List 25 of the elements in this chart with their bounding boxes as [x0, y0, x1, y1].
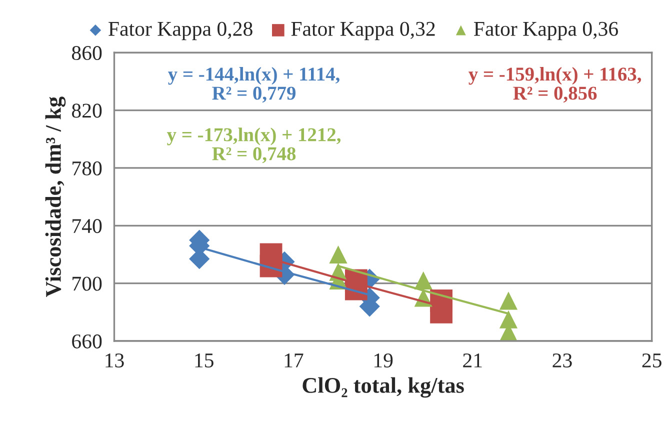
x-tick-label: 23: [552, 353, 572, 368]
y-tick-label: 860: [72, 46, 102, 60]
point: [430, 300, 452, 324]
x-axis-title: ClO₂ total, kg/tas: [302, 377, 464, 398]
point: [414, 271, 432, 290]
legend-label: Fator Kappa 0,32: [291, 22, 435, 40]
x-tick-label: 25: [642, 353, 662, 368]
legend-label: Fator Kappa 0,28: [108, 22, 252, 40]
x-tick-label: 21: [463, 353, 482, 368]
annotation: y = -173,ln(x) + 1212, R² = 0,748: [166, 128, 341, 164]
y-tick-label: 820: [72, 104, 102, 118]
x-tick-label: 15: [195, 354, 214, 368]
x-tick-label: 17: [284, 354, 304, 368]
y-tick-label: 780: [72, 161, 102, 176]
x-tick-label: 13: [106, 353, 124, 368]
y-tick-label: 660: [72, 334, 102, 348]
annotation: y = -144,ln(x) + 1114, R² = 0,779: [168, 67, 340, 103]
y-tick-label: 740: [72, 219, 102, 234]
x-tick-label: 19: [374, 353, 393, 368]
y-axis-title: Viscosidade, dm³ / kg: [45, 96, 66, 298]
legend-label: Fator Kappa 0,36: [474, 22, 618, 40]
y-tick-label: 700: [72, 276, 102, 291]
point: [499, 292, 518, 310]
annotation: y = -159,ln(x) + 1163, R² = 0,856: [468, 67, 642, 103]
point: [329, 245, 348, 264]
